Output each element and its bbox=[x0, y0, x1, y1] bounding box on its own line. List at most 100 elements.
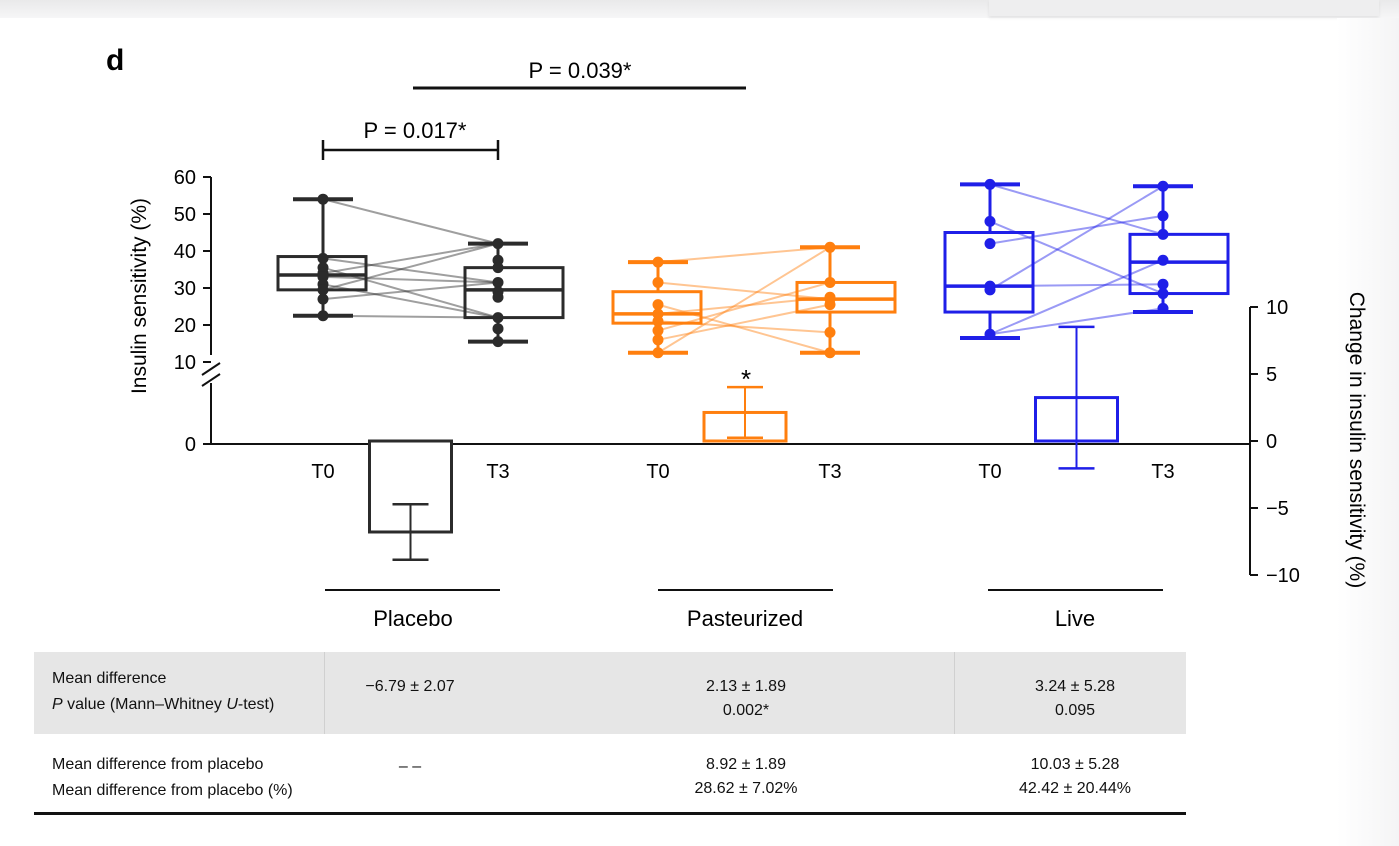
pasteurized-t0-data-point bbox=[652, 315, 664, 327]
live-t0-data-point bbox=[984, 328, 996, 340]
pasteurized-t3-data-point bbox=[824, 347, 836, 359]
pasteurized-t3-data-point bbox=[824, 299, 836, 311]
live-t0-data-point bbox=[984, 238, 996, 250]
live-t3-data-point bbox=[1157, 210, 1169, 222]
live-t3-data-point bbox=[1157, 278, 1169, 290]
axis-break-mark-lower bbox=[201, 373, 221, 387]
row1-label-p-value-text: value (Mann–Whitney U-test) bbox=[67, 696, 275, 713]
table-row-difference-from-placebo: Mean difference from placebo Mean differ… bbox=[34, 734, 1186, 814]
live-paired-line bbox=[989, 214, 1164, 245]
x-axis-tick-label: T3 bbox=[818, 461, 841, 483]
right-axis-label: Change in insulin sensitivity (%) bbox=[1345, 292, 1368, 588]
x-axis-tick-label: T0 bbox=[646, 461, 669, 483]
left-axis-tick-label: 20 bbox=[174, 315, 196, 337]
pasteurized-t0-data-point bbox=[652, 347, 664, 359]
cell-pasteurized-p-value: 0.002* bbox=[722, 702, 770, 719]
placebo-paired-line bbox=[322, 281, 499, 301]
pasteurized-paired-line bbox=[657, 281, 831, 301]
right-axis-tick-label: 0 bbox=[1266, 431, 1277, 453]
x-axis-tick-label: T3 bbox=[486, 461, 509, 483]
live-t0-box bbox=[943, 231, 1035, 314]
live-t0-data-point bbox=[984, 178, 996, 190]
axis-break-mark-upper bbox=[201, 362, 221, 376]
group-name-live: Live bbox=[1055, 606, 1095, 631]
live-t3-data-point bbox=[1157, 254, 1169, 266]
statistics-table: Mean difference P value (Mann–Whitney U-… bbox=[34, 652, 1186, 816]
placebo-paired-line bbox=[322, 242, 499, 291]
live-t0-data-point bbox=[984, 284, 996, 296]
placebo-change-bar bbox=[368, 439, 453, 534]
x-axis-tick-label: T0 bbox=[311, 461, 334, 483]
table-col-separator bbox=[954, 652, 955, 734]
cell-live-mean-difference: 3.24 ± 5.28 bbox=[1035, 678, 1115, 695]
left-axis-tick-label: 10 bbox=[174, 352, 196, 374]
cell-live-p-value: 0.095 bbox=[1054, 702, 1096, 719]
pasteurized-t3-data-point bbox=[824, 241, 836, 253]
pasteurized-t0-data-point bbox=[652, 256, 664, 268]
pasteurized-t0-data-point bbox=[652, 276, 664, 288]
right-axis-tick-label: 10 bbox=[1266, 297, 1288, 319]
live-paired-line bbox=[989, 185, 1164, 291]
placebo-significance-label: P = 0.017* bbox=[364, 118, 467, 143]
right-axis-tick-label: −10 bbox=[1266, 565, 1300, 587]
cell-live-difference-from-placebo-pct: 42.42 ± 20.44% bbox=[1019, 780, 1131, 797]
placebo-t0-data-point bbox=[317, 252, 329, 264]
placebo-t0-data-point bbox=[317, 310, 329, 322]
pasteurized-t0-data-point bbox=[652, 334, 664, 346]
placebo-t3-data-point bbox=[492, 276, 504, 288]
pasteurized-paired-line bbox=[657, 303, 831, 341]
right-axis-tick-label: −5 bbox=[1266, 498, 1289, 520]
cell-placebo-difference-from-placebo: – – bbox=[398, 758, 422, 775]
placebo-paired-line bbox=[322, 275, 499, 284]
cell-pasteurized-difference-from-placebo-pct: 28.62 ± 7.02% bbox=[694, 780, 798, 797]
live-t3-data-point bbox=[1157, 302, 1169, 314]
live-t0-data-point bbox=[984, 215, 996, 227]
pasteurized-t3-data-point bbox=[824, 276, 836, 288]
cell-pasteurized-mean-difference: 2.13 ± 1.89 bbox=[706, 678, 786, 695]
placebo-paired-line bbox=[322, 257, 499, 284]
table-col-separator bbox=[324, 652, 325, 734]
left-axis-tick-label: 50 bbox=[174, 204, 196, 226]
placebo-paired-line bbox=[322, 242, 499, 275]
row2-label-mean-difference-from-placebo: Mean difference from placebo bbox=[52, 756, 264, 773]
cell-placebo-mean-difference: −6.79 ± 2.07 bbox=[365, 678, 455, 695]
placebo-t3-data-point bbox=[492, 238, 504, 250]
left-axis-tick-label: 40 bbox=[174, 241, 196, 263]
placebo-t0-data-point bbox=[317, 284, 329, 296]
panel-label: d bbox=[106, 44, 124, 77]
pasteurized-t0-data-point bbox=[652, 299, 664, 311]
pasteurized-t0-data-point bbox=[652, 325, 664, 337]
cell-pasteurized-difference-from-placebo: 8.92 ± 1.89 bbox=[706, 756, 786, 773]
placebo-t3-data-point bbox=[492, 336, 504, 348]
live-paired-line bbox=[989, 259, 1164, 336]
group-name-pasteurized: Pasteurized bbox=[687, 606, 803, 631]
pasteurized-paired-line bbox=[657, 246, 831, 264]
group-name-placebo: Placebo bbox=[373, 606, 453, 631]
left-axis-label: Insulin sensitivity (%) bbox=[128, 198, 151, 394]
placebo-paired-line bbox=[322, 198, 499, 245]
placebo-t0-data-point bbox=[317, 193, 329, 205]
live-paired-line bbox=[989, 183, 1164, 236]
live-t3-data-point bbox=[1157, 180, 1169, 192]
pasteurized-t3-box bbox=[795, 280, 897, 314]
placebo-t3-data-point bbox=[492, 291, 504, 303]
top-significance-label: P = 0.039* bbox=[529, 58, 632, 83]
right-axis-tick-label: 5 bbox=[1266, 364, 1277, 386]
table-row-mean-difference: Mean difference P value (Mann–Whitney U-… bbox=[34, 652, 1186, 734]
left-axis-tick-label: 60 bbox=[174, 167, 196, 189]
pasteurized-paired-line bbox=[657, 246, 831, 354]
x-axis-tick-label: T0 bbox=[978, 461, 1001, 483]
page-edge-shadow bbox=[1337, 18, 1399, 846]
pasteurized-t3-data-point bbox=[824, 326, 836, 338]
left-axis-tick-label: 0 bbox=[185, 434, 196, 456]
left-axis-tick-label: 30 bbox=[174, 278, 196, 300]
pasteurized-change-star: * bbox=[741, 364, 751, 394]
placebo-t0-data-point bbox=[317, 293, 329, 305]
cell-live-difference-from-placebo: 10.03 ± 5.28 bbox=[1030, 756, 1120, 773]
live-t3-data-point bbox=[1157, 288, 1169, 300]
row2-label-mean-difference-from-placebo-pct: Mean difference from placebo (%) bbox=[52, 782, 293, 799]
top-frame bbox=[0, 0, 1399, 18]
top-frame-tab bbox=[989, 0, 1379, 16]
placebo-t3-box bbox=[463, 266, 565, 320]
